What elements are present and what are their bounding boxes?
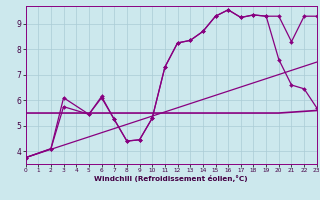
X-axis label: Windchill (Refroidissement éolien,°C): Windchill (Refroidissement éolien,°C): [94, 175, 248, 182]
